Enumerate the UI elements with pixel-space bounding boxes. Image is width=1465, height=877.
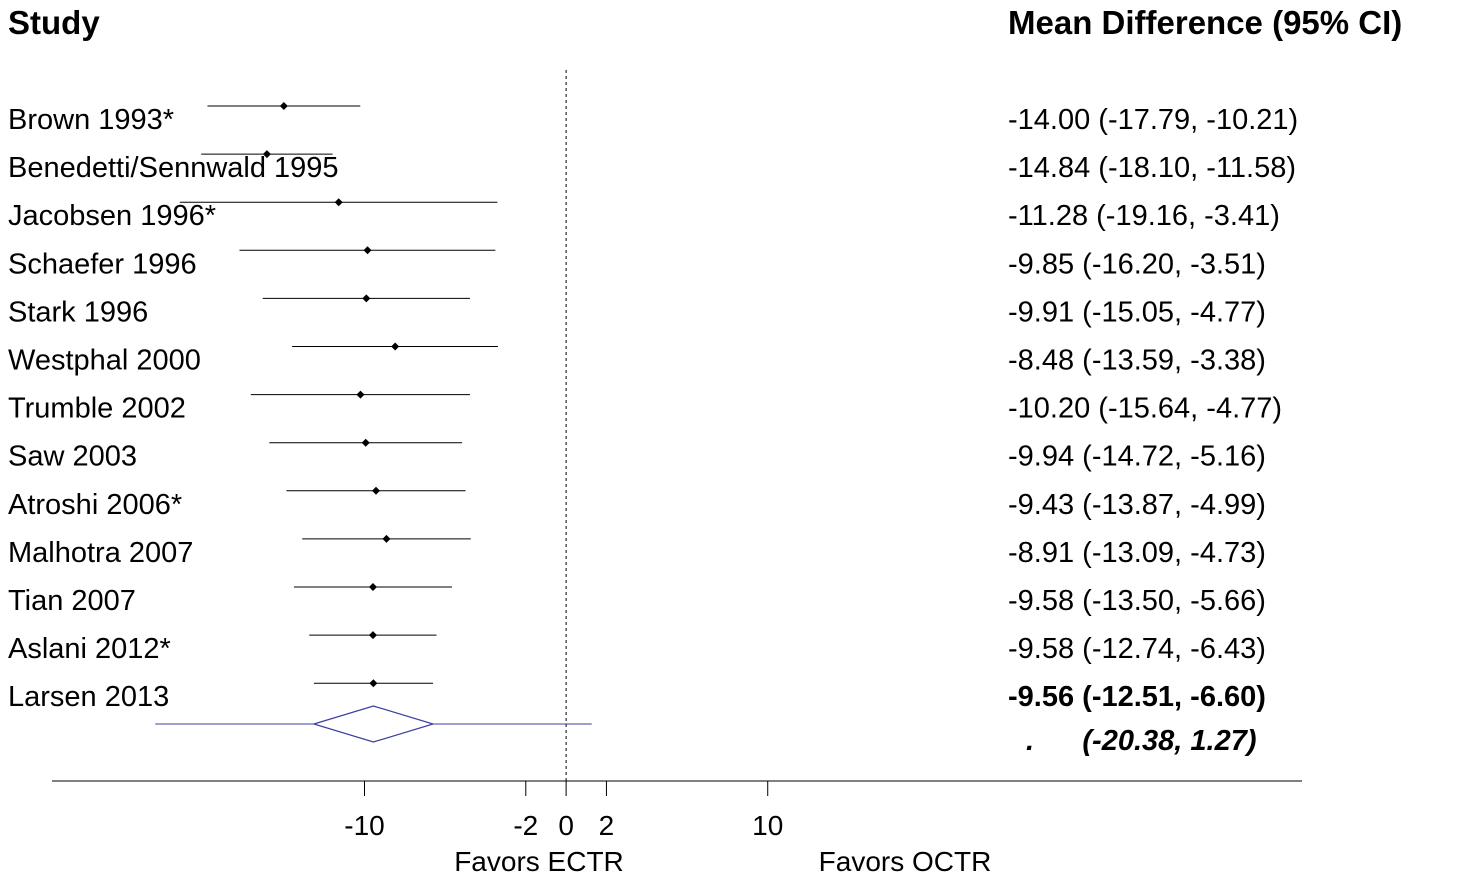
- effect-ci-text: -9.43 (-13.87, -4.99): [1008, 489, 1266, 521]
- effect-ci-text: -11.28 (-19.16, -3.41): [1008, 200, 1280, 232]
- point-estimate-marker: [382, 534, 391, 543]
- study-label: Benedetti/Sennwald 1995: [8, 152, 339, 184]
- forest-plot-area: [155, 70, 592, 781]
- x-axis-tick-label: -10: [344, 810, 384, 841]
- study-label: Larsen 2013: [8, 681, 169, 713]
- favors-right-label: Favors OCTR: [819, 846, 992, 877]
- study-label: Saw 2003: [8, 441, 137, 473]
- pooled-effect-text: . (-20.38, 1.27): [1026, 725, 1257, 757]
- point-estimate-marker: [361, 438, 370, 447]
- pooled-estimate-diamond: [311, 705, 436, 743]
- x-axis-tick-label: 2: [599, 810, 615, 841]
- x-axis-tick-label: 10: [752, 810, 783, 841]
- study-labels: Brown 1993* Benedetti/Sennwald 1995 Jacobs…: [8, 104, 339, 713]
- effect-ci-text: -14.00 (-17.79, -10.21): [1008, 104, 1298, 136]
- point-estimate-marker: [369, 679, 378, 688]
- effect-ci-text: -9.91 (-15.05, -4.77): [1008, 296, 1266, 328]
- study-label: Malhotra 2007: [8, 537, 193, 569]
- point-estimate-marker: [356, 390, 365, 399]
- study-label: Westphal 2000: [8, 345, 201, 377]
- x-axis-tick-label: 0: [558, 810, 574, 841]
- study-label: Atroshi 2006*: [8, 489, 182, 521]
- effect-text-column: -14.00 (-17.79, -10.21) -14.84 (-18.10, -…: [1008, 104, 1298, 757]
- study-label: Stark 1996: [8, 296, 148, 328]
- effect-ci-text: -10.20 (-15.64, -4.77): [1008, 393, 1282, 425]
- x-axis-tick-label: -2: [513, 810, 538, 841]
- study-label: Tian 2007: [8, 585, 136, 617]
- effect-column-header: Mean Difference (95% CI): [1008, 4, 1403, 41]
- point-estimate-marker: [371, 486, 380, 495]
- effect-ci-text: -8.91 (-13.09, -4.73): [1008, 537, 1266, 569]
- effect-ci-text: -8.48 (-13.59, -3.38): [1008, 345, 1266, 377]
- point-estimate-marker: [279, 102, 288, 110]
- effect-ci-text: -9.94 (-14.72, -5.16): [1008, 441, 1266, 473]
- x-axis: -10 -2 0 2 10 Favors ECTR Favors OCTR: [52, 780, 1302, 877]
- study-label: Trumble 2002: [8, 393, 186, 425]
- effect-ci-text: -9.58 (-13.50, -5.66): [1008, 585, 1266, 617]
- favors-left-label: Favors ECTR: [454, 846, 624, 877]
- effect-ci-text: -9.58 (-12.74, -6.43): [1008, 633, 1266, 665]
- effect-ci-text: -14.84 (-18.10, -11.58): [1008, 152, 1296, 184]
- point-estimate-marker: [362, 294, 371, 303]
- study-label: Aslani 2012*: [8, 633, 171, 665]
- point-estimate-marker: [363, 246, 372, 255]
- study-label: Brown 1993*: [8, 104, 174, 136]
- point-estimate-marker: [262, 150, 271, 159]
- study-label: Jacobsen 1996*: [8, 200, 216, 232]
- point-estimate-marker: [391, 342, 400, 351]
- effect-ci-text: -9.56 (-12.51, -6.60): [1008, 681, 1266, 713]
- point-estimate-marker: [368, 631, 377, 640]
- effect-ci-text: -9.85 (-16.20, -3.51): [1008, 248, 1266, 280]
- point-estimate-marker: [368, 583, 377, 591]
- point-estimate-marker: [334, 198, 343, 207]
- study-label: Schaefer 1996: [8, 248, 197, 280]
- study-column-header: Study: [8, 4, 100, 41]
